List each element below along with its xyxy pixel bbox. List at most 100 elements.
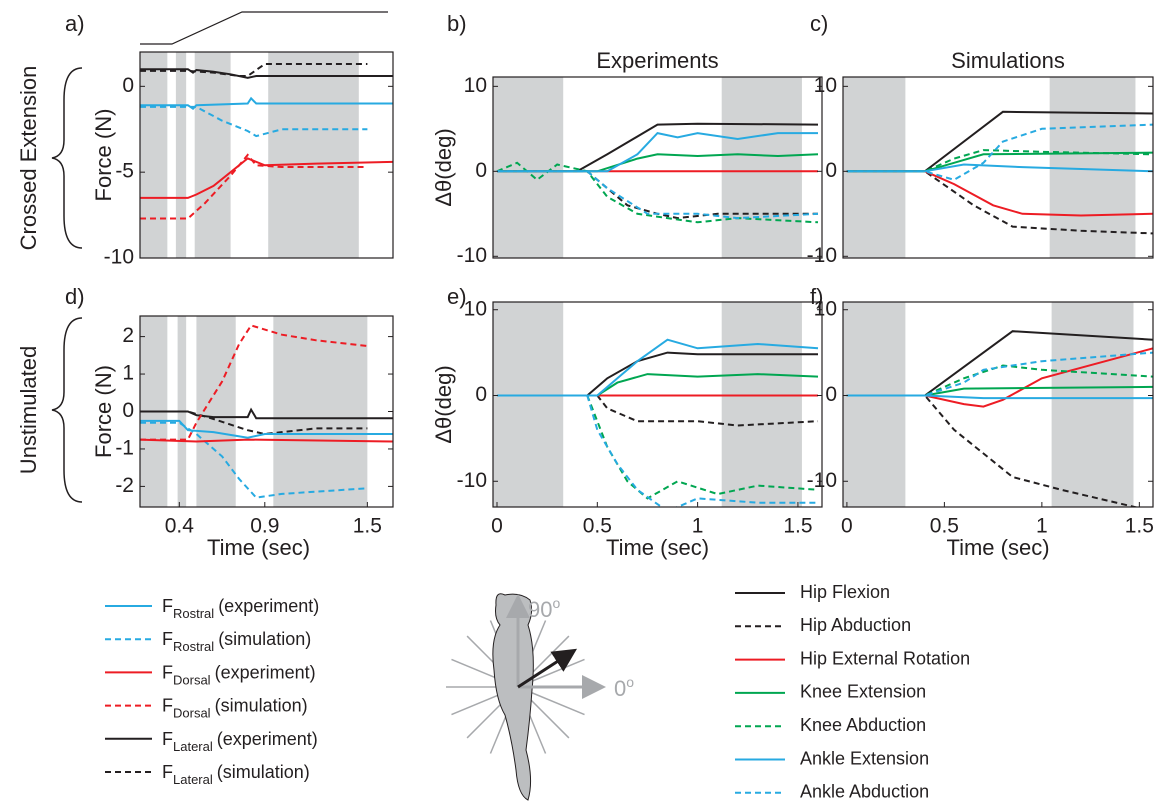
shaded-region [493, 302, 564, 507]
y-tick-label: 0 [825, 383, 837, 406]
series-line [497, 132, 818, 173]
y-axis-label: Δθ(deg) [431, 365, 456, 443]
y-tick-label: 0 [475, 159, 487, 182]
x-tick-label: 1.5 [353, 515, 382, 538]
series-line [140, 96, 393, 111]
shaded-region [493, 77, 564, 258]
plot-area [493, 77, 819, 258]
y-tick-label: 0 [475, 383, 487, 406]
series-line [846, 394, 1153, 400]
legend-label: Hip Flexion [800, 582, 890, 602]
shaded-region [721, 77, 802, 258]
legend-label: FRostral (experiment) [162, 596, 319, 621]
series-line [140, 410, 368, 436]
series-line [140, 157, 393, 199]
x-tick-label: 1 [1036, 515, 1048, 538]
legend-main: F [162, 629, 173, 649]
y-axis-label: Force (N) [91, 109, 116, 202]
panel-label: a) [65, 11, 85, 36]
legend-label: FRostral (simulation) [162, 629, 311, 654]
series-line [140, 63, 368, 77]
y-tick-label: 2 [122, 324, 134, 347]
panel-label: c) [810, 11, 828, 36]
shaded-region [175, 52, 187, 258]
legend-main: F [162, 696, 173, 716]
axes-frame [492, 76, 823, 259]
legend-suffix: (simulation) [218, 629, 311, 649]
series-line [140, 421, 368, 499]
series-line [846, 351, 1153, 397]
series-line [497, 338, 819, 397]
legend-label: FLateral (simulation) [162, 762, 310, 787]
direction-sup: o [626, 674, 634, 690]
legend-suffix: (experiment) [215, 662, 316, 682]
shaded-region [843, 77, 906, 258]
x-axis-label: Time (sec) [606, 535, 709, 560]
legend-main: F [162, 729, 173, 749]
direction-label: 90o [528, 595, 560, 622]
x-tick-label: 0.5 [930, 515, 959, 538]
series-line [140, 105, 368, 138]
direction-label: 0o [614, 674, 634, 701]
plot-area [140, 316, 393, 507]
shaded-region [268, 52, 359, 258]
legend-sub: Lateral [173, 739, 213, 754]
y-axis-label: Force (N) [91, 365, 116, 458]
x-tick-label: 0 [841, 515, 853, 538]
x-axis-label: Time (sec) [946, 535, 1049, 560]
series-line [497, 394, 819, 500]
y-tick-label: 1 [122, 362, 134, 385]
y-tick-label: -10 [457, 469, 487, 492]
x-tick-label: 0.9 [250, 515, 279, 538]
y-axis-label: Δθ(deg) [431, 128, 456, 206]
panel-title: Experiments [596, 48, 718, 73]
series-line [496, 161, 819, 224]
series-line [497, 153, 819, 173]
legend-suffix: (simulation) [215, 696, 308, 716]
panel-label: d) [65, 284, 85, 309]
x-tick-label: 1 [692, 515, 704, 538]
row-label: Unstimulated [16, 346, 41, 474]
shaded-region [196, 316, 236, 507]
x-axis-label: Time (sec) [207, 535, 310, 560]
axes-frame [492, 301, 823, 508]
x-tick-label: 0 [491, 515, 503, 538]
x-tick-label: 0.4 [165, 515, 195, 538]
y-tick-label: 10 [814, 297, 837, 320]
y-tick-label: 10 [464, 74, 487, 97]
panel-label: f) [810, 284, 823, 309]
cat-diagram: 90o 0o [446, 593, 634, 801]
y-tick-label: 0 [122, 399, 134, 422]
y-tick-label: -10 [457, 244, 487, 267]
series-line [497, 170, 819, 220]
legend-label: FDorsal (simulation) [162, 696, 308, 721]
panel-title: Simulations [951, 48, 1065, 73]
axes-frame [139, 51, 394, 259]
shaded-region [721, 302, 802, 507]
y-tick-label: 0 [122, 74, 134, 97]
shaded-region [194, 52, 231, 258]
legend-sub: Rostral [173, 639, 214, 654]
brace [51, 67, 83, 249]
legend-label: Knee Abduction [800, 715, 926, 735]
plot-area [493, 302, 819, 507]
y-tick-label: 10 [814, 74, 837, 97]
direction-text: 90 [528, 597, 552, 622]
y-tick-label: 0 [825, 159, 837, 182]
shaded-region [843, 302, 906, 507]
legend-main: F [162, 762, 173, 782]
shaded-region [273, 316, 368, 507]
brace [51, 317, 83, 503]
direction-text: 0 [614, 676, 626, 701]
series-line [140, 324, 368, 441]
legend-label: Knee Extension [800, 682, 926, 702]
panel-label: e) [447, 284, 467, 309]
y-tick-label: -10 [807, 469, 837, 492]
legend-label: Ankle Extension [800, 748, 929, 768]
plot-area [140, 52, 393, 258]
legend-suffix: (experiment) [217, 729, 318, 749]
force-arrow [517, 648, 578, 689]
series-line [140, 153, 368, 220]
legend-main: F [162, 596, 173, 616]
